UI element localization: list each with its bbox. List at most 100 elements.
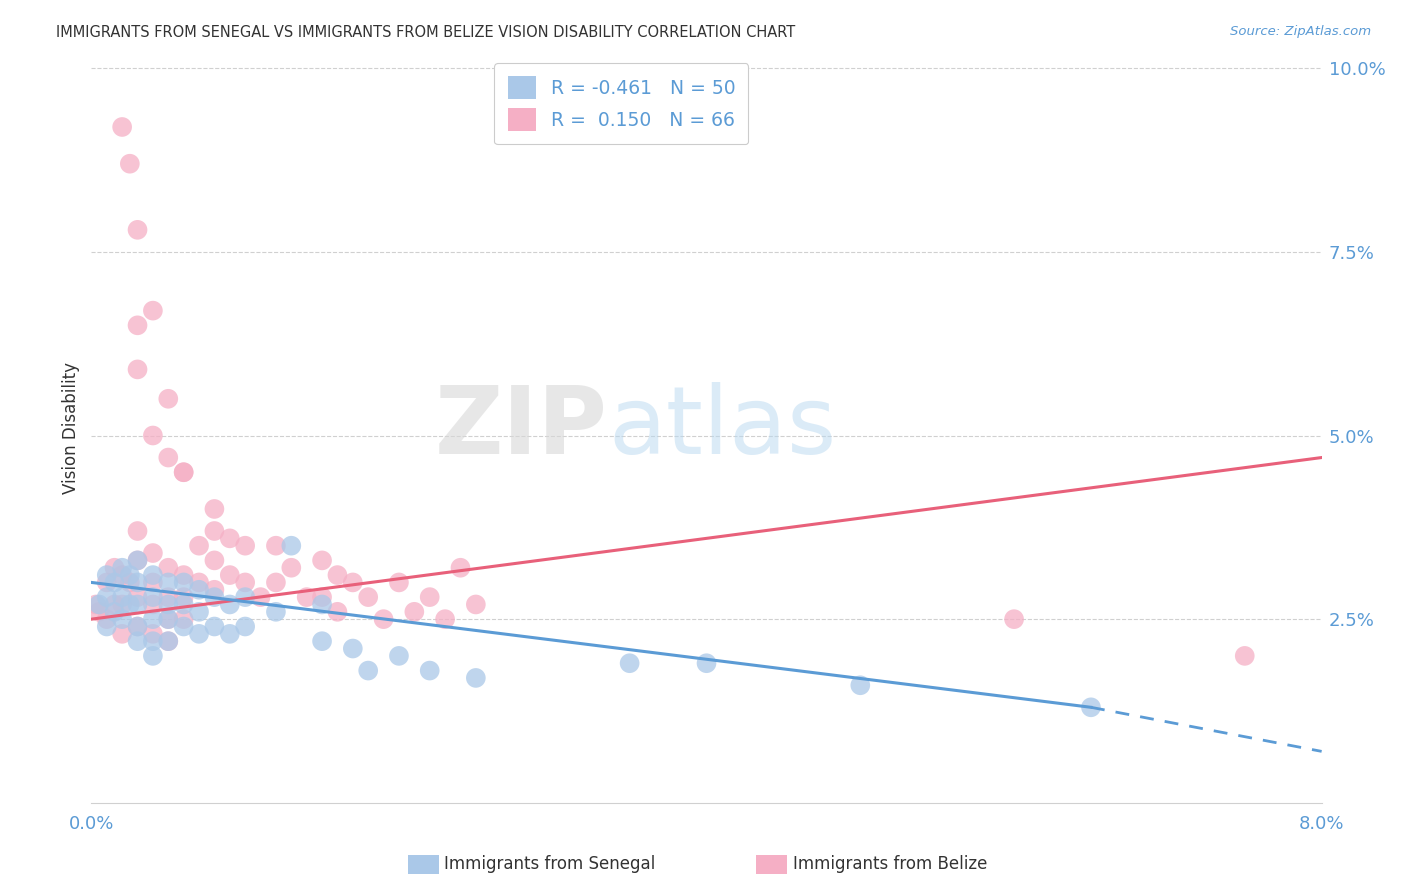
Point (127, 575, 149, 590)
Point (157, 450, 180, 465)
Point (233, 575, 256, 590)
Point (449, 560, 471, 574)
Y-axis label: Vision Disability: Vision Disability (62, 362, 80, 494)
Point (188, 539, 211, 553)
Point (1002, 612, 1025, 626)
Point (295, 590, 318, 604)
Point (173, 465, 195, 479)
Text: IMMIGRANTS FROM SENEGAL VS IMMIGRANTS FROM BELIZE VISION DISABILITY CORRELATION : IMMIGRANTS FROM SENEGAL VS IMMIGRANTS FR… (56, 25, 796, 40)
Point (111, 627, 134, 641)
Point (202, 582, 225, 597)
Point (326, 605, 349, 619)
Point (142, 303, 165, 318)
Point (173, 568, 195, 582)
Point (87, 598, 110, 612)
Point (157, 590, 180, 604)
Point (404, 605, 426, 619)
Point (118, 157, 141, 171)
Point (87, 605, 110, 619)
Point (464, 671, 486, 685)
Point (173, 619, 195, 633)
Point (326, 568, 349, 582)
Point (127, 619, 149, 633)
Point (264, 605, 287, 619)
Point (142, 568, 165, 582)
Point (157, 575, 180, 590)
Point (218, 532, 240, 546)
Point (96, 575, 118, 590)
Point (264, 575, 287, 590)
Legend: R = -0.461   N = 50, R =  0.150   N = 66: R = -0.461 N = 50, R = 0.150 N = 66 (495, 63, 748, 145)
Point (127, 318, 149, 333)
Point (311, 634, 333, 648)
Point (142, 634, 165, 648)
Text: Immigrants from Senegal: Immigrants from Senegal (444, 855, 655, 873)
Point (103, 605, 125, 619)
Point (103, 560, 125, 574)
Point (342, 641, 364, 656)
Point (111, 568, 134, 582)
Point (173, 590, 195, 604)
Point (96, 612, 118, 626)
Point (218, 598, 240, 612)
Point (264, 539, 287, 553)
Point (188, 605, 211, 619)
Point (157, 598, 180, 612)
Point (127, 553, 149, 567)
Point (142, 627, 165, 641)
Point (311, 598, 333, 612)
Point (127, 223, 149, 237)
Point (118, 575, 141, 590)
Point (419, 664, 441, 678)
Point (111, 120, 134, 134)
Point (849, 678, 872, 692)
Point (173, 575, 195, 590)
Point (157, 392, 180, 406)
Point (464, 598, 486, 612)
Point (173, 612, 195, 626)
Point (157, 612, 180, 626)
Point (111, 612, 134, 626)
Point (142, 590, 165, 604)
Point (127, 590, 149, 604)
Point (388, 575, 411, 590)
Point (157, 612, 180, 626)
Point (419, 590, 441, 604)
Point (157, 634, 180, 648)
Point (434, 612, 457, 626)
Point (233, 590, 256, 604)
Point (218, 568, 240, 582)
Point (127, 598, 149, 612)
Point (127, 553, 149, 567)
Point (142, 546, 165, 560)
Point (127, 524, 149, 538)
Point (96, 590, 118, 604)
Point (342, 575, 364, 590)
Point (157, 634, 180, 648)
Text: atlas: atlas (607, 382, 837, 475)
Point (202, 553, 225, 567)
Point (188, 627, 211, 641)
Point (142, 598, 165, 612)
Point (103, 598, 125, 612)
Point (202, 619, 225, 633)
Point (84, 598, 107, 612)
Point (233, 619, 256, 633)
Point (357, 590, 380, 604)
Point (173, 598, 195, 612)
Point (388, 648, 411, 663)
Point (188, 582, 211, 597)
Point (118, 568, 141, 582)
Point (142, 612, 165, 626)
Point (96, 619, 118, 633)
Point (1233, 648, 1256, 663)
Text: ZIP: ZIP (436, 382, 607, 475)
Point (142, 648, 165, 663)
Point (103, 575, 125, 590)
Point (111, 560, 134, 574)
Point (249, 590, 271, 604)
Point (157, 560, 180, 574)
Point (373, 612, 395, 626)
Point (142, 575, 165, 590)
Point (202, 502, 225, 516)
